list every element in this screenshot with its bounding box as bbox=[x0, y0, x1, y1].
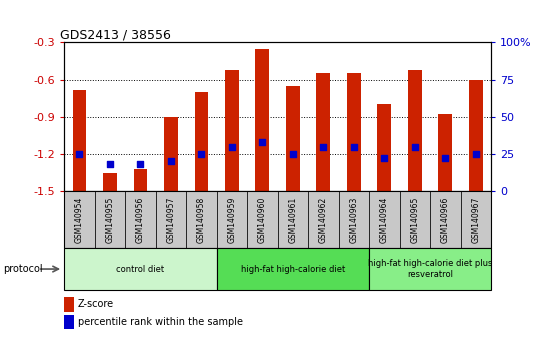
Bar bbox=[278, 191, 308, 248]
Point bbox=[380, 156, 389, 161]
Point bbox=[166, 159, 175, 164]
Bar bbox=[460, 191, 491, 248]
Bar bbox=[339, 191, 369, 248]
Bar bbox=[156, 191, 186, 248]
Point bbox=[349, 144, 358, 149]
Point bbox=[319, 144, 328, 149]
Text: GSM140964: GSM140964 bbox=[380, 196, 389, 243]
Point bbox=[136, 161, 145, 167]
Bar bbox=[286, 86, 300, 191]
Text: high-fat high-calorie diet plus
resveratrol: high-fat high-calorie diet plus resverat… bbox=[368, 259, 492, 279]
Text: GSM140958: GSM140958 bbox=[197, 196, 206, 242]
Bar bbox=[133, 169, 147, 191]
Bar bbox=[347, 74, 360, 191]
Text: GSM140954: GSM140954 bbox=[75, 196, 84, 243]
Bar bbox=[408, 70, 422, 191]
Point bbox=[75, 151, 84, 157]
Bar bbox=[430, 191, 460, 248]
Bar bbox=[95, 191, 125, 248]
Bar bbox=[256, 49, 269, 191]
Text: GSM140955: GSM140955 bbox=[105, 196, 114, 243]
Text: GSM140956: GSM140956 bbox=[136, 196, 145, 243]
Bar bbox=[195, 92, 208, 191]
Text: percentile rank within the sample: percentile rank within the sample bbox=[78, 317, 243, 327]
Bar bbox=[400, 191, 430, 248]
Bar bbox=[369, 191, 400, 248]
Bar bbox=[316, 74, 330, 191]
Text: GSM140963: GSM140963 bbox=[349, 196, 358, 243]
Point bbox=[105, 161, 114, 167]
Bar bbox=[164, 117, 178, 191]
Bar bbox=[469, 80, 483, 191]
Bar bbox=[247, 191, 277, 248]
Text: GSM140962: GSM140962 bbox=[319, 196, 328, 242]
Bar bbox=[308, 191, 339, 248]
Bar bbox=[225, 70, 239, 191]
Bar bbox=[186, 191, 217, 248]
Bar bbox=[217, 191, 247, 248]
Text: GSM140961: GSM140961 bbox=[288, 196, 297, 242]
Point bbox=[228, 144, 237, 149]
Text: control diet: control diet bbox=[116, 264, 165, 274]
Point bbox=[288, 151, 297, 157]
Text: GSM140966: GSM140966 bbox=[441, 196, 450, 243]
Point bbox=[197, 151, 206, 157]
Bar bbox=[73, 90, 86, 191]
Text: GDS2413 / 38556: GDS2413 / 38556 bbox=[60, 28, 171, 41]
Text: GSM140957: GSM140957 bbox=[166, 196, 175, 243]
Point bbox=[410, 144, 419, 149]
Bar bbox=[377, 104, 391, 191]
Text: high-fat high-calorie diet: high-fat high-calorie diet bbox=[240, 264, 345, 274]
Text: GSM140965: GSM140965 bbox=[410, 196, 419, 243]
Text: GSM140960: GSM140960 bbox=[258, 196, 267, 243]
Text: Z-score: Z-score bbox=[78, 299, 114, 309]
Text: GSM140959: GSM140959 bbox=[227, 196, 237, 243]
Text: protocol: protocol bbox=[3, 264, 42, 274]
Bar bbox=[125, 191, 156, 248]
Bar bbox=[369, 248, 491, 290]
Point bbox=[258, 139, 267, 145]
Bar bbox=[103, 173, 117, 191]
Point bbox=[472, 151, 480, 157]
Bar bbox=[64, 248, 217, 290]
Text: GSM140967: GSM140967 bbox=[472, 196, 480, 243]
Bar bbox=[217, 248, 369, 290]
Point bbox=[441, 156, 450, 161]
Bar bbox=[439, 114, 452, 191]
Bar bbox=[64, 191, 95, 248]
